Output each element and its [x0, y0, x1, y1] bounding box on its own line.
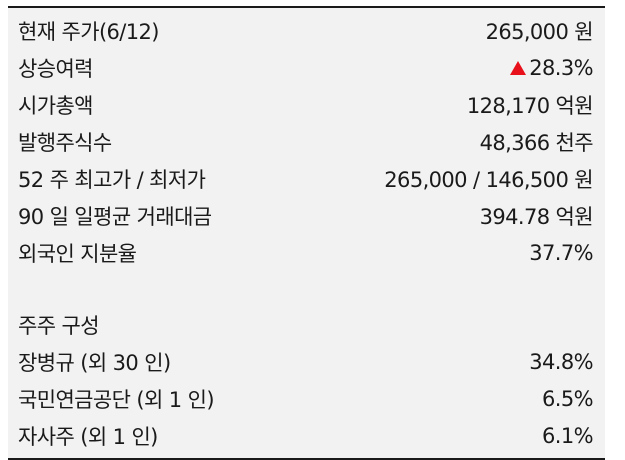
upside-label: 상승여력 — [18, 56, 93, 81]
row-foreign-ownership: 외국인 지분율 37.7% — [8, 234, 605, 271]
section-spacer — [8, 271, 605, 306]
row-shareholder: 국민연금공단 (외 1 인) 6.5% — [8, 380, 605, 417]
shares-outstanding-value: 48,366 천주 — [479, 130, 594, 155]
upside-value: 28.3% — [529, 55, 593, 80]
shareholder-label: 장병규 (외 30 인) — [18, 350, 171, 375]
row-shares-outstanding: 발행주식수 48,366 천주 — [8, 123, 605, 160]
foreign-ownership-label: 외국인 지분율 — [18, 241, 137, 266]
shareholders-heading: 주주 구성 — [18, 313, 100, 338]
shareholder-label: 국민연금공단 (외 1 인) — [18, 387, 215, 412]
upside-value-wrap: 28.3% — [510, 55, 594, 80]
row-market-cap: 시가총액 128,170 억원 — [8, 86, 605, 123]
shareholder-value: 6.5% — [542, 386, 594, 411]
row-shareholder: 자사주 (외 1 인) 6.1% — [8, 417, 605, 454]
market-cap-value: 128,170 억원 — [466, 93, 594, 118]
range-52w-value: 265,000 / 146,500 원 — [384, 167, 593, 192]
row-52w-range: 52 주 최고가 / 최저가 265,000 / 146,500 원 — [8, 160, 605, 197]
stock-info-table: 현재 주가(6/12) 265,000 원 상승여력 28.3% 시가총액 12… — [8, 6, 605, 460]
avg-trading-value-value: 394.78 억원 — [479, 204, 594, 229]
row-current-price: 현재 주가(6/12) 265,000 원 — [8, 12, 605, 49]
current-price-value: 265,000 원 — [485, 19, 594, 44]
row-upside: 상승여력 28.3% — [8, 49, 605, 86]
foreign-ownership-value: 37.7% — [529, 240, 593, 265]
row-shareholders-heading: 주주 구성 — [8, 306, 605, 343]
avg-trading-value-label: 90 일 일평균 거래대금 — [18, 204, 212, 229]
shareholder-label: 자사주 (외 1 인) — [18, 424, 158, 449]
shareholder-value: 6.1% — [542, 423, 594, 448]
shareholder-value: 34.8% — [529, 349, 593, 374]
current-price-label: 현재 주가(6/12) — [18, 19, 160, 44]
row-avg-trading-value: 90 일 일평균 거래대금 394.78 억원 — [8, 197, 605, 234]
up-triangle-icon — [510, 60, 527, 75]
market-cap-label: 시가총액 — [18, 93, 93, 118]
row-shareholder: 장병규 (외 30 인) 34.8% — [8, 343, 605, 380]
shares-outstanding-label: 발행주식수 — [18, 130, 112, 155]
range-52w-label: 52 주 최고가 / 최저가 — [18, 167, 206, 192]
